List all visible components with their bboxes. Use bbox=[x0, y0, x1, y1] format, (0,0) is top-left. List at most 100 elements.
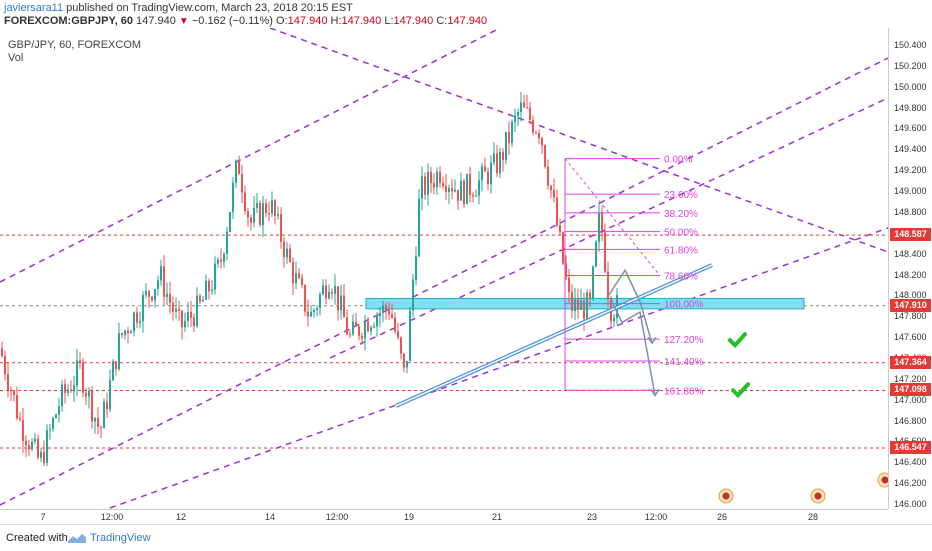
candle-body bbox=[487, 171, 489, 185]
candle-body bbox=[412, 279, 414, 311]
chart-canvas[interactable]: 0.00% 23.60% 38.20% 50.00% 61.80% 78.60% 100.0… bbox=[0, 27, 893, 509]
candle-body bbox=[448, 187, 450, 192]
candle-body bbox=[331, 292, 333, 294]
chart-header: javiersara11 published on TradingView.co… bbox=[0, 0, 932, 28]
projection-arrow-1 bbox=[611, 301, 656, 396]
candle-body bbox=[34, 438, 36, 442]
check-icon-1 bbox=[731, 382, 750, 399]
candle-body bbox=[508, 131, 510, 143]
candle-body bbox=[64, 384, 66, 393]
candle-body bbox=[97, 418, 99, 427]
candle-body bbox=[283, 241, 285, 258]
author-link[interactable]: javiersara11 bbox=[4, 2, 64, 14]
candle-body bbox=[511, 121, 513, 143]
last-price: 147.940 bbox=[136, 15, 176, 27]
candle-body bbox=[253, 207, 255, 223]
price-tick-label: 146.800 bbox=[894, 415, 927, 426]
candle-body bbox=[58, 406, 60, 415]
candle-body bbox=[10, 390, 12, 392]
candle-body bbox=[454, 189, 456, 192]
candle-body bbox=[520, 102, 522, 113]
candle-body bbox=[136, 312, 138, 323]
fib-level-label-5: 78.60% bbox=[664, 272, 698, 283]
price-tick-label: 148.800 bbox=[894, 206, 927, 217]
price-level-badge: 148.587 bbox=[890, 228, 931, 242]
candle-body bbox=[337, 286, 339, 311]
candle-body bbox=[313, 309, 315, 312]
candle-body bbox=[151, 296, 153, 301]
candle-body bbox=[421, 176, 423, 199]
candle-body bbox=[145, 291, 147, 296]
candle-body bbox=[223, 254, 225, 262]
candle-body bbox=[586, 292, 588, 319]
fib-level-label-2: 38.20% bbox=[664, 209, 698, 220]
candle-body bbox=[211, 289, 213, 292]
candle-body bbox=[202, 299, 204, 302]
candle-body bbox=[589, 292, 591, 299]
price-tick-label: 149.600 bbox=[894, 123, 927, 134]
candle-body bbox=[460, 180, 462, 201]
candle-body bbox=[37, 438, 39, 458]
tradingview-logo-icon bbox=[68, 534, 86, 543]
fib-level-label-6: 100.00% bbox=[664, 300, 704, 311]
candle-body bbox=[604, 232, 606, 272]
candle-body bbox=[205, 280, 207, 300]
candle-body bbox=[172, 302, 174, 312]
candle-body bbox=[565, 263, 567, 278]
price-tick-label: 149.800 bbox=[894, 102, 927, 113]
candle-body bbox=[325, 285, 327, 299]
time-axis[interactable]: 7 12:00 12 14 12:00 19 21 23 12:00 26 28 bbox=[0, 509, 888, 525]
candle-body bbox=[370, 327, 372, 332]
candle-body bbox=[535, 132, 537, 134]
price-tick-label: 149.000 bbox=[894, 186, 927, 197]
candle-body bbox=[40, 452, 42, 458]
candle-body bbox=[367, 321, 369, 332]
candle-body bbox=[358, 326, 360, 337]
candle-body bbox=[328, 292, 330, 299]
candle-body bbox=[226, 231, 228, 255]
price-tick-label: 148.200 bbox=[894, 269, 927, 280]
price-tick-label: 148.000 bbox=[894, 290, 927, 301]
candle-body bbox=[340, 295, 342, 311]
tradingview-brand-link[interactable]: TradingView bbox=[90, 532, 151, 544]
candle-body bbox=[91, 390, 93, 422]
close-value: 147.940 bbox=[447, 15, 488, 27]
candle-body bbox=[106, 401, 108, 410]
candle-body bbox=[598, 212, 600, 242]
candle-body bbox=[418, 198, 420, 257]
candle-body bbox=[499, 152, 501, 174]
candle-body bbox=[259, 203, 261, 225]
price-tick-label: 150.000 bbox=[894, 81, 927, 92]
candle-body bbox=[271, 200, 273, 214]
publish-text: published on TradingView.com, March 23, … bbox=[66, 2, 353, 14]
candle-body bbox=[274, 200, 276, 216]
candle-body bbox=[592, 266, 594, 299]
candle-body bbox=[79, 360, 81, 363]
candle-body bbox=[16, 395, 18, 419]
candle-body bbox=[250, 217, 252, 223]
candle-body bbox=[301, 277, 303, 286]
price-tick-label: 146.400 bbox=[894, 457, 927, 468]
candle-body bbox=[415, 256, 417, 280]
symbol-label[interactable]: FOREXCOM:GBPJPY, 60 bbox=[4, 15, 133, 27]
price-tick-label: 146.000 bbox=[894, 499, 927, 509]
candle-body bbox=[481, 166, 483, 181]
candle-body bbox=[400, 337, 402, 354]
candle-body bbox=[76, 360, 78, 386]
price-level-badge: 146.547 bbox=[890, 440, 931, 454]
candle-body bbox=[595, 241, 597, 267]
candle-body bbox=[343, 295, 345, 318]
price-tick-label: 147.200 bbox=[894, 373, 927, 384]
candle-body bbox=[442, 183, 444, 187]
candle-body bbox=[127, 330, 129, 334]
candle-body bbox=[232, 182, 234, 213]
low-value: 147.940 bbox=[393, 15, 434, 27]
plot-area[interactable]: 0.00% 23.60% 38.20% 50.00% 61.80% 78.60% 100.0… bbox=[0, 27, 893, 509]
candle-body bbox=[121, 333, 123, 336]
candle-body bbox=[526, 107, 528, 109]
candle-body bbox=[484, 166, 486, 172]
time-tick-label: 28 bbox=[807, 512, 819, 522]
candle-body bbox=[157, 280, 159, 290]
candle-body bbox=[268, 213, 270, 215]
price-axis[interactable]: 150.400 150.200 150.000 149.800 149.600 149.4… bbox=[888, 28, 932, 509]
